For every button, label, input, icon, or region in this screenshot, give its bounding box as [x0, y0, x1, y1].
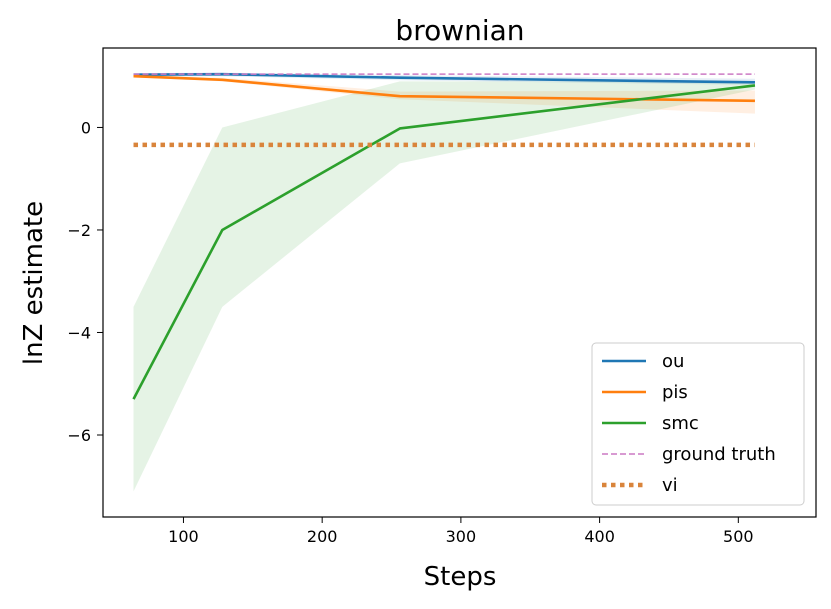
x-tick-label: 100	[168, 527, 199, 546]
band-smc	[133, 81, 755, 492]
series-lines	[132, 72, 756, 400]
x-tick-label: 300	[446, 527, 477, 546]
legend-label-ou: ou	[662, 351, 684, 372]
legend-box	[591, 342, 805, 506]
x-tick-label: 200	[307, 527, 338, 546]
y-tick-label: −2	[67, 221, 91, 240]
legend-label-pis: pis	[662, 382, 688, 403]
y-axis-title: lnZ estimate	[19, 201, 49, 365]
x-tick-label: 400	[584, 527, 615, 546]
x-axis-ticks: 100 200 300 400 500	[168, 517, 754, 546]
y-tick-label: −6	[67, 426, 91, 445]
line-smc	[132, 84, 756, 400]
legend-label-smc: smc	[662, 413, 699, 434]
x-tick-label: 500	[723, 527, 754, 546]
chart-title: brownian	[395, 14, 524, 47]
line-ou	[133, 72, 755, 84]
y-tick-label: 0	[81, 118, 91, 137]
y-axis-ticks: 0 −2 −4 −6	[67, 118, 103, 445]
y-tick-label: −4	[67, 323, 91, 342]
legend: ou pis smc ground truth vi	[591, 342, 805, 506]
x-axis-title: Steps	[424, 562, 497, 592]
legend-label-ground-truth: ground truth	[662, 444, 776, 465]
plot-frame	[102, 47, 817, 518]
legend-label-vi: vi	[662, 475, 678, 496]
line-pis	[133, 74, 755, 103]
